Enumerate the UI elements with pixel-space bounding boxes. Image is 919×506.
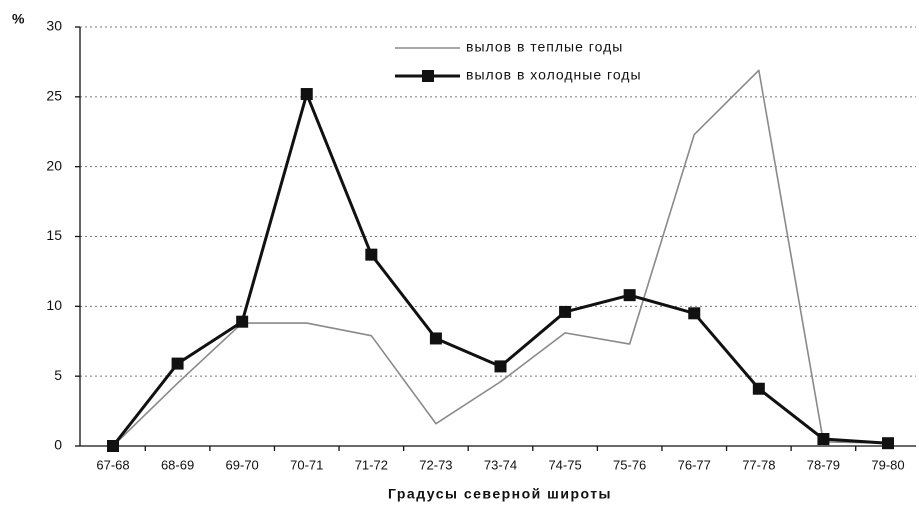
x-tick-label: 67-68 (96, 457, 129, 472)
y-tick-label: 20 (46, 157, 62, 173)
y-tick-label: 30 (46, 18, 62, 34)
point-marker (365, 248, 378, 261)
point-marker (623, 289, 636, 302)
y-tick-label: 0 (54, 437, 62, 453)
y-tick-label: 5 (54, 367, 62, 383)
point-marker (429, 332, 442, 345)
x-tick-label: 79-80 (871, 457, 904, 472)
series-line (112, 69, 889, 447)
x-tick-label: 75-76 (613, 457, 646, 472)
point-marker (300, 88, 313, 101)
x-axis-title: Градусы северной широты (388, 486, 612, 502)
x-tick-label: 78-79 (807, 457, 840, 472)
y-axis-label: % (12, 11, 25, 27)
point-marker (559, 305, 572, 318)
point-marker (688, 307, 701, 320)
y-tick-label: 15 (46, 227, 62, 243)
point-marker (752, 382, 765, 395)
legend-label: вылов в теплые годы (466, 39, 623, 55)
y-tick-label: 10 (46, 297, 62, 313)
point-marker (882, 437, 894, 450)
point-marker (817, 433, 830, 446)
x-tick-label: 76-77 (678, 457, 711, 472)
point-marker (236, 315, 249, 328)
x-tick-label: 77-78 (742, 457, 775, 472)
point-marker (171, 357, 184, 370)
x-tick-label: 69-70 (226, 457, 259, 472)
point-marker (107, 440, 119, 452)
point-marker (494, 360, 507, 373)
legend-marker (422, 70, 434, 82)
legend-label: вылов в холодные годы (466, 67, 642, 83)
x-tick-label: 68-69 (161, 457, 194, 472)
x-tick-label: 73-74 (484, 457, 517, 472)
x-tick-label: 71-72 (355, 457, 388, 472)
x-tick-label: 70-71 (290, 457, 323, 472)
x-tick-label: 74-75 (548, 457, 581, 472)
y-tick-label: 25 (46, 88, 62, 104)
x-tick-label: 72-73 (419, 457, 452, 472)
